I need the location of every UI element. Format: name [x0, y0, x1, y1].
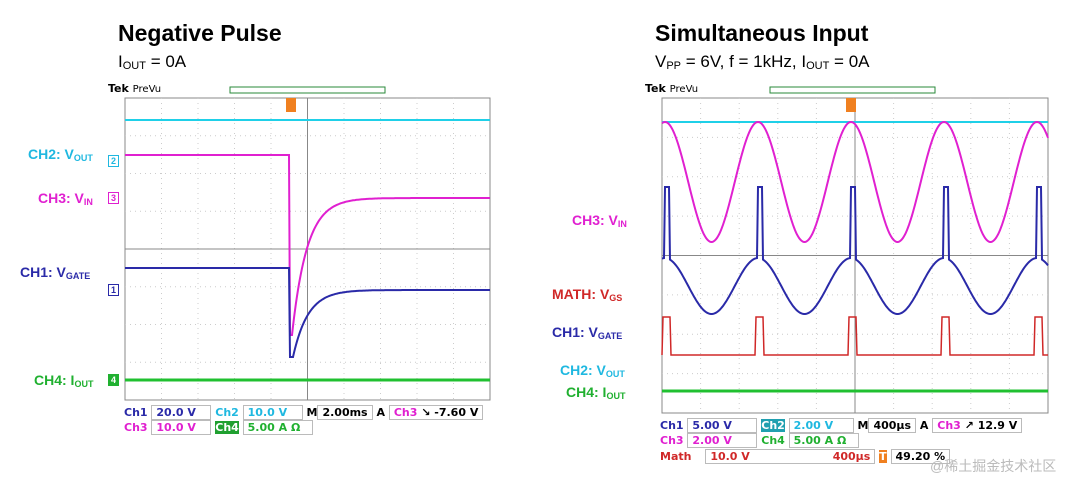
- right-subtitle: VPP = 6V, f = 1kHz, IOUT = 0A: [655, 52, 870, 72]
- left-title: Negative Pulse: [118, 20, 282, 46]
- right-trigger-position-icon: [846, 98, 856, 112]
- right-status-row3: Math 10.0 V 400µs T 49.20 %: [660, 449, 951, 464]
- left-tek-label: Tek PreVu: [108, 82, 162, 95]
- right-status-row1: Ch1 5.00 V Ch2 2.00 V M 400µs A Ch3 ↗ 12.…: [660, 418, 1023, 433]
- left-ch3-trace: [125, 154, 490, 336]
- right-ch3-trace: [661, 120, 1049, 243]
- left-label-ch4: CH4: IOUT: [34, 372, 94, 389]
- left-status-row1: Ch1 20.0 V Ch2 10.0 V M 2.00ms A Ch3 ↘ -7…: [124, 405, 484, 420]
- right-label-ch2: CH2: VOUT: [560, 362, 625, 379]
- left-subtitle: IOUT = 0A: [118, 52, 187, 72]
- right-ch1-trace: [661, 186, 1049, 315]
- ch1-marker: 1: [108, 284, 119, 296]
- right-label-math: MATH: VGS: [552, 286, 623, 303]
- left-status-row2: Ch3 10.0 V Ch4 5.00 A Ω: [124, 420, 313, 435]
- left-record-bar: [229, 86, 386, 94]
- left-label-ch1: CH1: VGATE: [20, 264, 91, 281]
- left-trigger-position-icon: [286, 98, 296, 112]
- right-tek-label: Tek PreVu: [645, 82, 699, 95]
- right-title: Simultaneous Input: [655, 20, 869, 46]
- ch3-marker: 3: [108, 192, 119, 204]
- left-label-ch3: CH3: VIN: [38, 190, 93, 207]
- right-status-row2: Ch3 2.00 V Ch4 5.00 A Ω: [660, 433, 859, 448]
- right-math-trace: [661, 316, 1048, 356]
- right-label-ch1: CH1: VGATE: [552, 324, 623, 341]
- watermark: @稀土掘金技术社区: [930, 458, 1057, 474]
- right-record-bar: [769, 86, 936, 94]
- right-label-ch3: CH3: VIN: [572, 212, 627, 229]
- ch2-marker: 2: [108, 155, 119, 167]
- left-ch1-trace: [125, 267, 490, 358]
- left-label-ch2: CH2: VOUT: [28, 146, 93, 163]
- ch4-marker: 4: [108, 374, 119, 386]
- right-label-ch4: CH4: IOUT: [566, 384, 626, 401]
